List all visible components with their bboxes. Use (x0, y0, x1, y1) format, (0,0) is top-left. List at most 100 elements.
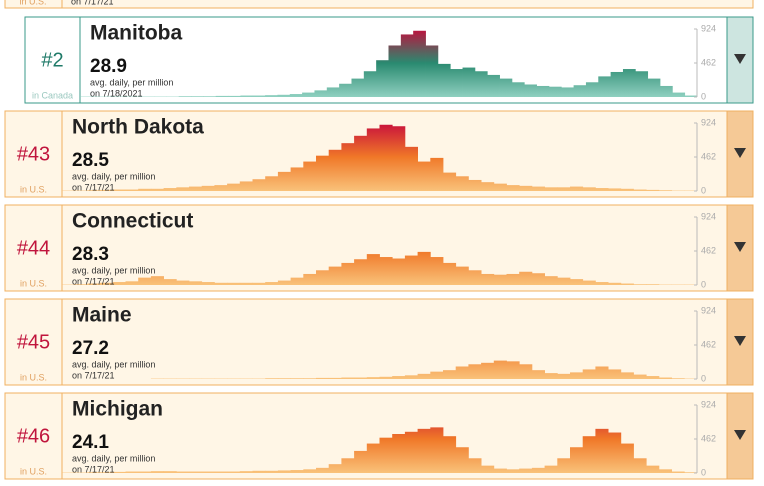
area-bar (341, 377, 355, 379)
name: Connecticut (72, 210, 193, 233)
area-bar (100, 472, 114, 473)
area-bar (87, 283, 101, 285)
area-bar (176, 187, 190, 191)
area-bar (544, 276, 558, 285)
area-bar (392, 126, 406, 191)
area-bar (303, 273, 317, 285)
area-bar (557, 458, 571, 473)
y-tick-label: 0 (701, 467, 706, 477)
area-bar (443, 172, 457, 191)
area-bar (519, 185, 533, 191)
y-tick-label: 924 (701, 399, 716, 409)
area-bar (326, 87, 340, 97)
area-bar (598, 76, 612, 97)
area-bar (125, 281, 139, 285)
area-bar (189, 186, 203, 191)
value: 24.1 (72, 432, 109, 453)
area-bar (125, 471, 139, 473)
arrow-icon (734, 54, 746, 64)
area-bar (239, 181, 253, 191)
per-label: avg. daily, per million (72, 171, 155, 181)
area-bar (585, 82, 599, 97)
y-tick-label: 462 (701, 339, 716, 349)
expand-button[interactable] (726, 110, 754, 198)
y-tick-label: 924 (701, 211, 716, 221)
area-bar (610, 71, 624, 97)
area-bar (316, 155, 330, 191)
area-bar (573, 85, 587, 97)
area-bar (622, 69, 636, 97)
area-bar (511, 82, 525, 97)
arrow-icon (734, 430, 746, 440)
per-label: avg. daily, per million (90, 77, 173, 87)
area-bar (557, 373, 571, 379)
expand-button[interactable] (726, 298, 754, 386)
area-bar (544, 465, 558, 473)
area-bar (201, 471, 215, 473)
area-bar (366, 254, 380, 285)
area-bar (239, 282, 253, 285)
date: on 7/17/21 (71, 0, 114, 6)
arrow-icon (734, 242, 746, 252)
area-bar (379, 437, 393, 473)
area-bar (189, 471, 203, 473)
area-bar (392, 433, 406, 473)
area-bar (341, 262, 355, 285)
area-bar (290, 277, 304, 285)
area-bar (227, 183, 241, 191)
area-bar (659, 85, 673, 97)
area-bar (417, 161, 431, 191)
area-bar (277, 280, 291, 285)
area-bar (430, 371, 444, 379)
area-bar (277, 378, 291, 379)
area-bar (265, 282, 279, 285)
y-tick-label: 462 (701, 57, 716, 67)
area-bar (87, 190, 101, 191)
area-bar (112, 471, 126, 473)
value: 28.5 (72, 150, 109, 171)
area-bar (608, 282, 622, 285)
area-bar (303, 469, 317, 473)
area-bar (366, 377, 380, 379)
area-bar (519, 364, 533, 379)
area-bar (150, 471, 164, 473)
area-bar (455, 176, 469, 191)
area-bar (658, 469, 672, 473)
area-bar (328, 377, 342, 379)
area-bar (620, 188, 634, 191)
area-bar (462, 67, 476, 97)
area-bar (450, 69, 463, 97)
area-bar (150, 276, 164, 285)
card (4, 0, 754, 9)
expand-button[interactable] (726, 204, 754, 292)
area-bar (379, 257, 393, 285)
area-bar (582, 369, 596, 379)
area-bar (163, 188, 177, 191)
area-bar (138, 188, 152, 191)
name: Maine (72, 304, 132, 327)
area-bar (74, 284, 88, 285)
area-bar (341, 458, 355, 473)
expand-button[interactable] (726, 392, 754, 480)
area-bar (176, 280, 190, 285)
area-bar (582, 280, 596, 285)
expand-button[interactable] (726, 16, 754, 104)
area-bar (400, 34, 414, 97)
value: 28.9 (90, 56, 127, 77)
area-bar (138, 471, 152, 473)
area-bar (125, 189, 139, 191)
area-bar (633, 189, 647, 191)
area-bar (277, 171, 291, 191)
area-bar (635, 71, 649, 97)
area-bar (189, 281, 203, 285)
area-bar (138, 277, 152, 285)
area-bar (646, 376, 660, 379)
area-bar (544, 187, 558, 191)
area-bar (468, 364, 482, 379)
area-bar (252, 179, 266, 191)
area-bar (487, 74, 500, 97)
area-bar (316, 377, 330, 379)
area-bar (227, 282, 241, 285)
area-bar (201, 185, 215, 191)
area-bar (252, 95, 266, 97)
